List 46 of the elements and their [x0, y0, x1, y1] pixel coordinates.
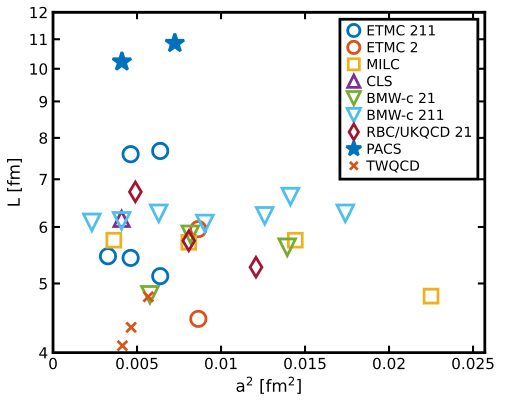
y-tick-label: 6 — [40, 221, 48, 234]
point — [422, 288, 440, 304]
x-tick-label: 0.015 — [284, 358, 326, 370]
point — [151, 267, 170, 286]
point — [280, 186, 300, 206]
point — [122, 248, 140, 267]
y-tick-label: 5 — [40, 278, 47, 290]
y-axis-title: L [fm] — [7, 159, 22, 206]
y-tick-label: 7 — [40, 174, 47, 186]
point — [122, 145, 140, 164]
point — [98, 247, 117, 266]
y-tick-label: 12 — [30, 6, 47, 18]
point — [278, 238, 297, 257]
y-tick-label: 11 — [30, 34, 47, 46]
y-tick-label: 8 — [39, 132, 48, 144]
point — [164, 32, 186, 52]
legend-label: MILC — [368, 58, 400, 70]
point — [189, 310, 208, 328]
point — [112, 211, 132, 231]
point — [151, 142, 170, 160]
legend-label: CLS — [367, 76, 392, 86]
point — [116, 339, 129, 352]
x-tick-label: 0.01 — [205, 358, 237, 370]
point — [254, 206, 274, 226]
legend-label: PACS — [368, 143, 401, 154]
legend-label: RBC/UKQCD 21 — [368, 126, 472, 139]
legend-label: TWQCD — [366, 160, 420, 172]
legend-label: BMW-c 211 — [368, 110, 444, 120]
legend-label: ETMC 2 — [368, 42, 418, 52]
x-tick-label: 0.02 — [373, 358, 405, 370]
point — [336, 204, 356, 224]
x-tick-label: 0.025 — [452, 358, 494, 370]
y-tick-label: 4 — [39, 347, 48, 358]
point — [124, 321, 138, 334]
y-tick-label: 10 — [30, 63, 48, 75]
legend-label: BMW-c 21 — [368, 92, 434, 104]
point — [106, 232, 122, 249]
point — [148, 204, 168, 224]
y-tick-label: 9 — [39, 96, 48, 108]
point — [111, 50, 133, 71]
point — [195, 214, 215, 234]
x-tick-label: 0 — [49, 358, 57, 370]
point — [82, 212, 102, 232]
x-axis-title: a$^{2}$ [fm$^{2}$] — [236, 376, 301, 394]
x-tick-label: 0.005 — [116, 358, 158, 370]
legend-label: ETMC 211 — [368, 25, 435, 36]
